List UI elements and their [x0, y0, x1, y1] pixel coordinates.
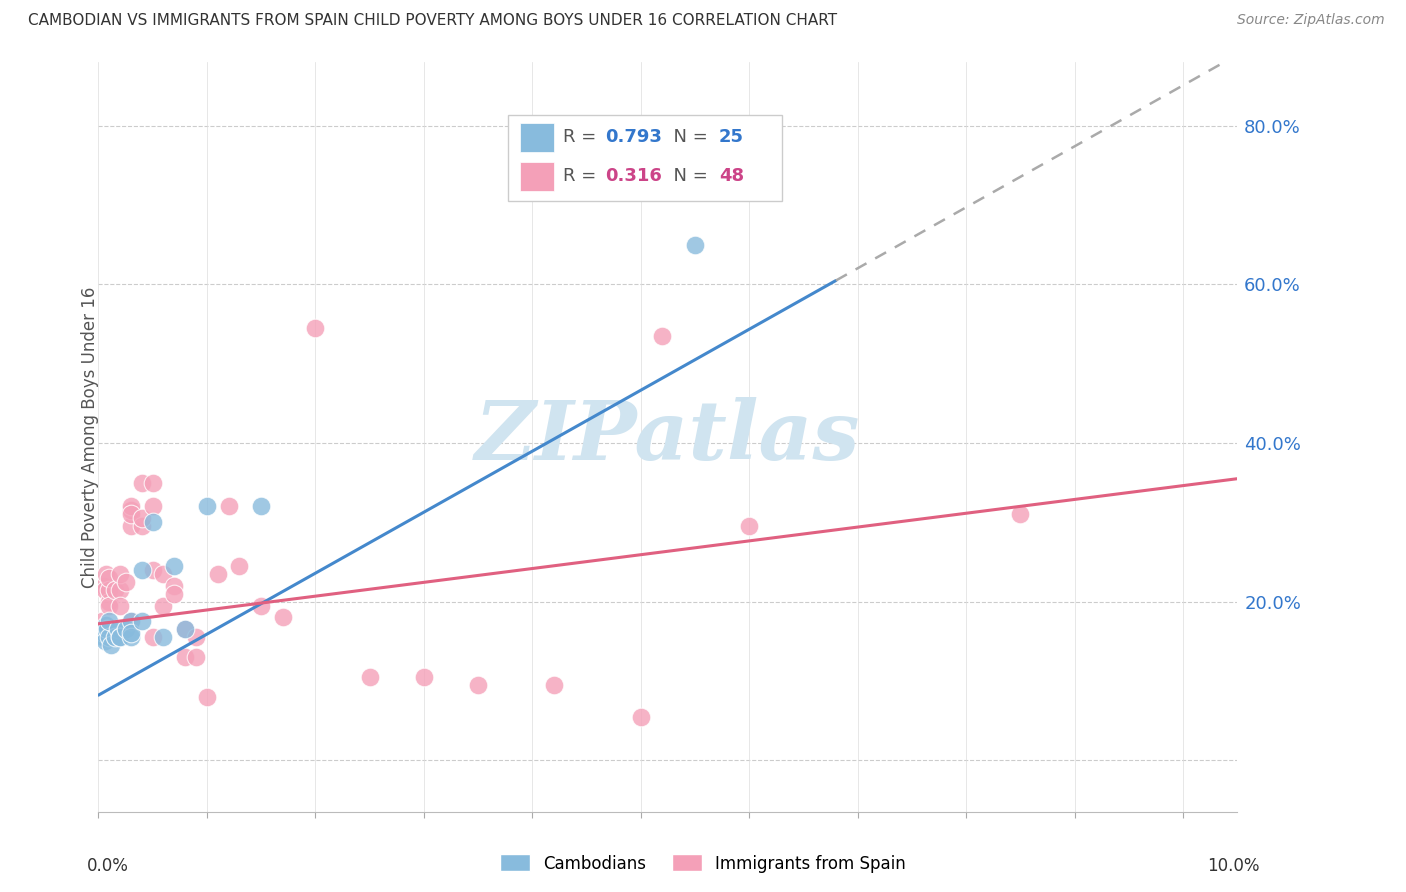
- Text: 10.0%: 10.0%: [1208, 856, 1260, 875]
- Text: 0.0%: 0.0%: [87, 856, 129, 875]
- Point: [100, 638, 122, 652]
- Point: [412, 670, 434, 684]
- Point: [467, 678, 489, 692]
- Text: N =: N =: [662, 128, 714, 146]
- Text: 25: 25: [718, 128, 744, 146]
- Point: [195, 500, 218, 514]
- Point: [131, 563, 153, 577]
- Point: [174, 650, 197, 665]
- Point: [184, 630, 207, 644]
- Point: [163, 579, 186, 593]
- Point: [120, 500, 142, 514]
- Point: [131, 615, 153, 629]
- Point: [142, 475, 165, 490]
- Text: CAMBODIAN VS IMMIGRANTS FROM SPAIN CHILD POVERTY AMONG BOYS UNDER 16 CORRELATION: CAMBODIAN VS IMMIGRANTS FROM SPAIN CHILD…: [28, 13, 837, 29]
- Point: [120, 503, 142, 517]
- Text: N =: N =: [662, 168, 714, 186]
- Text: R =: R =: [562, 128, 602, 146]
- Point: [94, 634, 117, 648]
- Point: [207, 566, 229, 581]
- Point: [108, 630, 131, 644]
- Point: [94, 618, 117, 632]
- Point: [142, 500, 165, 514]
- Point: [184, 650, 207, 665]
- Point: [152, 630, 174, 644]
- Point: [108, 630, 131, 644]
- Point: [93, 626, 115, 640]
- Text: 0.316: 0.316: [605, 168, 662, 186]
- Point: [152, 599, 174, 613]
- Point: [98, 571, 121, 585]
- Point: [218, 500, 240, 514]
- Point: [120, 626, 142, 640]
- Point: [630, 709, 652, 723]
- Point: [104, 582, 127, 597]
- Point: [131, 475, 153, 490]
- Point: [91, 630, 114, 644]
- Point: [250, 500, 273, 514]
- Point: [250, 599, 273, 613]
- Point: [738, 519, 761, 533]
- Point: [152, 566, 174, 581]
- FancyBboxPatch shape: [509, 115, 782, 201]
- Point: [108, 582, 131, 597]
- Point: [120, 519, 142, 533]
- Point: [120, 615, 142, 629]
- Point: [93, 579, 115, 593]
- Point: [163, 558, 186, 573]
- Point: [131, 519, 153, 533]
- Text: Source: ZipAtlas.com: Source: ZipAtlas.com: [1237, 13, 1385, 28]
- Point: [271, 610, 294, 624]
- Point: [114, 574, 136, 589]
- Point: [131, 511, 153, 525]
- Point: [98, 582, 121, 597]
- FancyBboxPatch shape: [520, 123, 554, 152]
- Text: 48: 48: [718, 168, 744, 186]
- Point: [114, 623, 136, 637]
- Point: [683, 237, 706, 252]
- Point: [90, 615, 112, 629]
- Text: 0.793: 0.793: [605, 128, 662, 146]
- Point: [104, 630, 127, 644]
- Legend: Cambodians, Immigrants from Spain: Cambodians, Immigrants from Spain: [494, 847, 912, 880]
- Text: R =: R =: [562, 168, 602, 186]
- Point: [228, 558, 250, 573]
- Point: [120, 508, 142, 522]
- Text: ZIPatlas: ZIPatlas: [475, 397, 860, 477]
- Point: [107, 623, 129, 637]
- Point: [142, 563, 165, 577]
- Point: [120, 615, 142, 629]
- Point: [94, 566, 117, 581]
- Point: [651, 329, 673, 343]
- Point: [1010, 508, 1032, 522]
- Point: [96, 623, 118, 637]
- Point: [98, 630, 121, 644]
- Point: [174, 623, 197, 637]
- Point: [98, 594, 121, 608]
- Point: [174, 623, 197, 637]
- Point: [304, 321, 326, 335]
- Point: [108, 566, 131, 581]
- Point: [195, 690, 218, 704]
- Point: [543, 678, 565, 692]
- Point: [142, 516, 165, 530]
- Point: [163, 587, 186, 601]
- Point: [98, 615, 121, 629]
- Point: [98, 599, 121, 613]
- Point: [120, 630, 142, 644]
- Point: [359, 670, 381, 684]
- Point: [108, 599, 131, 613]
- Point: [94, 582, 117, 597]
- FancyBboxPatch shape: [520, 162, 554, 191]
- Point: [142, 630, 165, 644]
- Y-axis label: Child Poverty Among Boys Under 16: Child Poverty Among Boys Under 16: [82, 286, 98, 588]
